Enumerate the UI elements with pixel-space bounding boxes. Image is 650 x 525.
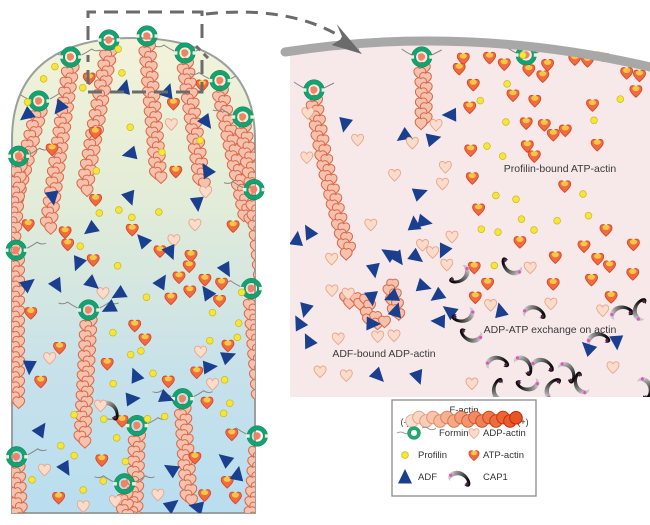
svg-text:Profilin: Profilin (418, 450, 447, 461)
svg-text:ATP-actin: ATP-actin (483, 450, 524, 461)
svg-text:Profilin-bound ATP-actin: Profilin-bound ATP-actin (504, 163, 617, 175)
svg-text:Formin: Formin (439, 428, 469, 439)
svg-text:ADF: ADF (418, 472, 437, 483)
svg-text:ADF-bound ADP-actin: ADF-bound ADP-actin (332, 348, 435, 360)
svg-text:CAP1: CAP1 (483, 472, 508, 483)
svg-text:ADP-actin: ADP-actin (483, 428, 526, 439)
svg-text:ADP-ATP exchange on actin: ADP-ATP exchange on actin (484, 324, 617, 336)
